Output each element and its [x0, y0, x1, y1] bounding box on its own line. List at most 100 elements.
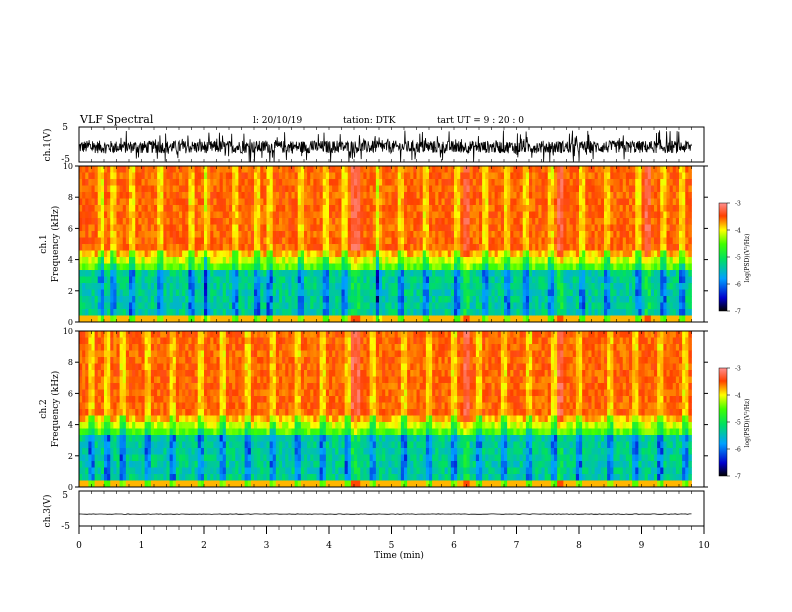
spectrogram-cell	[554, 224, 558, 232]
spectrogram-cell	[585, 237, 589, 245]
spectrogram-cell	[225, 302, 230, 310]
spectrogram-cell	[116, 270, 121, 277]
spectrogram-cell	[150, 185, 155, 193]
spectrogram-cell	[404, 205, 408, 212]
spectrogram-cell	[494, 302, 499, 310]
spectrogram-cell	[494, 224, 499, 232]
spectrogram-cell	[316, 276, 321, 284]
spectrogram-cell	[647, 205, 652, 212]
spectrogram-cell	[450, 302, 455, 310]
spectrogram-cell	[222, 270, 227, 277]
spectrogram-cell	[269, 211, 274, 219]
spectrogram-cell	[375, 263, 380, 271]
spectrogram-cell	[150, 198, 155, 206]
spectrogram-cell	[610, 198, 614, 206]
spectrogram-cell	[563, 211, 567, 219]
spectrogram-cell	[279, 270, 283, 277]
spectrogram-cell	[310, 276, 314, 284]
spectrogram-cell	[669, 218, 674, 225]
spectrogram-cell	[369, 179, 374, 186]
spectrogram-cell	[154, 185, 158, 193]
spectrogram-cell	[185, 296, 189, 303]
spectrogram-cell	[347, 250, 352, 258]
spectrogram-cell	[313, 185, 317, 193]
spectrogram-cell	[88, 218, 92, 225]
spectrogram-cell	[604, 211, 608, 219]
spectrogram-cell	[191, 211, 196, 219]
spectrogram-cell	[110, 192, 114, 199]
spectrogram-cell	[454, 257, 458, 264]
spectrogram-cell	[79, 480, 83, 488]
spectrogram-cell	[360, 244, 364, 251]
spectrogram-cell	[344, 205, 349, 212]
spectrogram-cell	[463, 211, 467, 219]
spectrogram-cell	[635, 276, 639, 284]
spectrogram-cell	[538, 237, 542, 245]
spectrogram-cell	[538, 205, 542, 212]
spectrogram-cell	[88, 344, 92, 351]
spectrogram-cell	[650, 218, 655, 225]
spectrogram-cell	[535, 289, 539, 297]
spectrogram-cell	[288, 179, 292, 186]
spectrogram-cell	[600, 270, 605, 277]
spectrogram-cell	[463, 309, 467, 316]
spectrogram-cell	[257, 211, 261, 219]
spectrogram-cell	[547, 185, 552, 193]
spectrogram-cell	[94, 315, 99, 323]
spectrogram-cell	[685, 276, 689, 284]
spectrogram-cell	[191, 257, 196, 264]
spectrogram-cell	[513, 237, 517, 245]
spectrogram-cell	[319, 166, 324, 173]
spectrogram-cell	[532, 218, 536, 225]
spectrogram-cell	[472, 179, 477, 186]
spectrogram-cell	[94, 205, 99, 212]
spectrogram-cell	[135, 263, 139, 271]
spectrogram-cell	[379, 198, 383, 206]
spectrogram-cell	[463, 237, 467, 245]
spectrogram-cell	[522, 172, 527, 180]
spectrogram-cell	[188, 257, 192, 264]
spectrogram-cell	[535, 185, 539, 193]
spectrogram-cell	[257, 218, 261, 225]
spectrogram-cell	[222, 315, 227, 323]
spectrogram-cell	[379, 315, 383, 323]
spectrogram-cell	[354, 211, 358, 219]
spectrogram-cell	[435, 218, 439, 225]
spectrogram-cell	[425, 289, 430, 297]
spectrogram-cell	[657, 309, 661, 316]
spectrogram-cell	[550, 172, 555, 180]
spectrogram-cell	[291, 257, 296, 264]
spectrogram-cell	[482, 296, 486, 303]
spectrogram-cell	[191, 231, 196, 238]
spectrogram-cell	[510, 250, 514, 258]
spectrogram-cell	[675, 296, 680, 303]
spectrogram-cell	[560, 302, 564, 310]
spectrogram-cell	[104, 179, 108, 186]
spectrogram-cell	[454, 198, 458, 206]
spectrogram-cell	[607, 166, 611, 173]
spectrogram-cell	[275, 257, 280, 264]
spectrogram-cell	[394, 185, 399, 193]
spectrogram-cell	[479, 283, 483, 290]
spectrogram-cell	[529, 179, 533, 186]
spectrogram-cell	[222, 237, 227, 245]
spectrogram-cell	[107, 296, 111, 303]
spectrogram-cell	[619, 302, 624, 310]
spectrogram-cell	[432, 283, 436, 290]
spectrogram-cell	[513, 231, 517, 238]
spectrogram-cell	[325, 231, 330, 238]
spectrogram-cell	[100, 231, 105, 238]
spectrogram-cell	[310, 192, 314, 199]
spectrogram-cell	[113, 185, 117, 193]
spectrogram-cell	[560, 257, 564, 264]
spectrogram-cell	[563, 289, 567, 297]
spectrogram-cell	[569, 218, 574, 225]
spectrogram-cell	[485, 302, 489, 310]
spectrogram-cell	[238, 218, 242, 225]
spectrogram-cell	[635, 250, 639, 258]
spectrogram-cell	[100, 383, 105, 390]
spectrogram-cell	[579, 250, 583, 258]
spectrogram-cell	[466, 283, 471, 290]
spectrogram-cell	[100, 474, 105, 481]
spectrogram-cell	[519, 270, 524, 277]
